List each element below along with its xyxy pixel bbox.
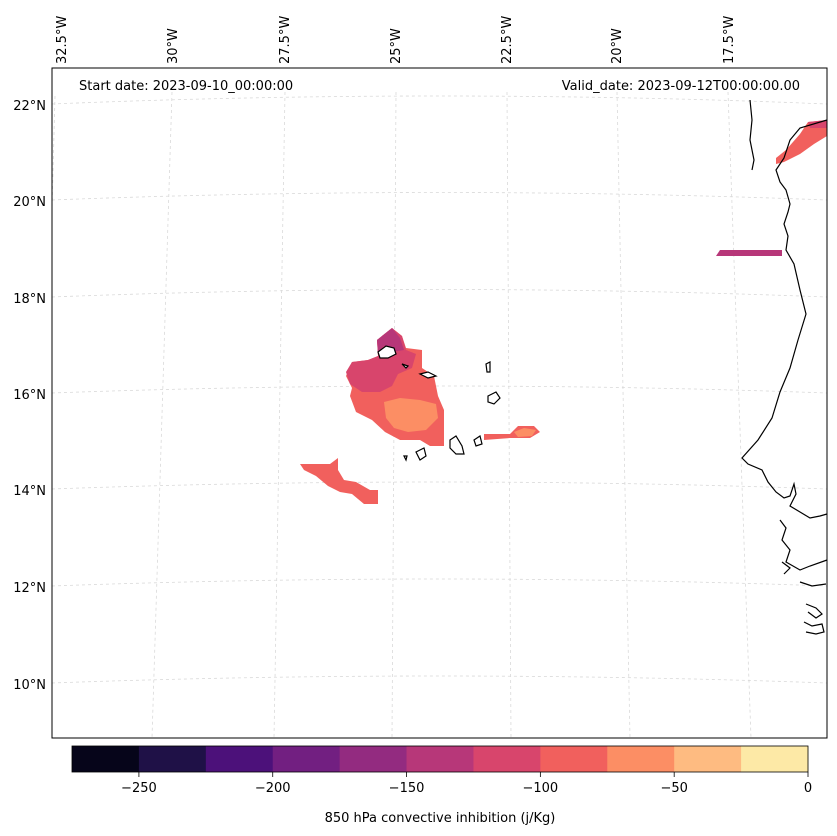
valid-date-label: Valid_date: 2023-09-12T00:00:00.00 bbox=[562, 79, 800, 94]
colorbar-swatch bbox=[540, 746, 608, 772]
colorbar-swatch bbox=[674, 746, 742, 772]
colorbar-tick-label: −150 bbox=[389, 781, 425, 796]
parallel-12n bbox=[51, 578, 828, 587]
colorbar-swatch bbox=[138, 746, 207, 772]
colorbar-tick-label: −200 bbox=[255, 781, 291, 796]
colorbar-label: 850 hPa convective inhibition (j/Kg) bbox=[325, 811, 556, 826]
cin-region-northeast bbox=[776, 120, 827, 164]
cin-strip-mauritania bbox=[716, 250, 782, 256]
parallel-14n bbox=[51, 481, 828, 490]
colorbar-swatch bbox=[72, 746, 140, 772]
graticule bbox=[51, 91, 828, 739]
colorbar: −250 −200 −150 −100 −50 0 850 hPa convective … bbox=[71, 745, 812, 826]
lon-label-25w: 25°W bbox=[389, 28, 404, 64]
island-maio bbox=[473, 435, 483, 447]
colorbar-ticks: −250 −200 −150 −100 −50 0 bbox=[121, 772, 812, 796]
island-fogo bbox=[415, 447, 427, 461]
meridian-32-5w bbox=[51, 95, 56, 211]
africa-coastline bbox=[741, 119, 828, 519]
lon-label-20w: 20°W bbox=[610, 28, 625, 64]
lat-label-16n: 16°N bbox=[13, 388, 46, 403]
lon-label-22-5w: 22.5°W bbox=[500, 16, 515, 64]
island-sao-nicolau bbox=[418, 371, 438, 379]
island-sao-vicente bbox=[401, 363, 410, 369]
colorbar-swatch bbox=[205, 746, 274, 772]
colorbar-swatch bbox=[339, 746, 408, 772]
lat-label-14n: 14°N bbox=[13, 484, 46, 499]
colorbar-tick-label: −250 bbox=[121, 781, 157, 796]
lon-label-30w: 30°W bbox=[166, 28, 181, 64]
parallel-16n bbox=[51, 385, 828, 394]
parallel-20n bbox=[51, 192, 828, 201]
parallel-10n bbox=[51, 675, 828, 684]
start-date-label: Start date: 2023-09-10_00:00:00 bbox=[79, 79, 293, 94]
colorbar-swatches bbox=[72, 746, 809, 772]
colorbar-swatch bbox=[272, 746, 341, 772]
colorbar-swatch bbox=[741, 746, 809, 772]
longitude-labels: 32.5°W 30°W 27.5°W 25°W 22.5°W 20°W 17.5… bbox=[55, 16, 737, 64]
coastline-north bbox=[749, 99, 755, 171]
cape-verde-islands bbox=[377, 345, 501, 462]
colorbar-swatch bbox=[607, 746, 675, 772]
lat-label-10n: 10°N bbox=[13, 678, 46, 693]
lon-label-17-5w: 17.5°W bbox=[722, 16, 737, 64]
island-santiago bbox=[449, 435, 465, 455]
parallel-18n bbox=[51, 289, 828, 298]
island-santo-antao bbox=[377, 345, 397, 359]
cin-strip-southwest bbox=[300, 458, 378, 504]
map-frame bbox=[51, 67, 828, 739]
colorbar-swatch bbox=[406, 746, 474, 772]
lat-label-20n: 20°N bbox=[13, 195, 46, 210]
lat-label-12n: 12°N bbox=[13, 581, 46, 596]
colorbar-outline bbox=[71, 745, 809, 773]
colorbar-tick-label: 0 bbox=[804, 781, 812, 796]
parallel-22n bbox=[51, 95, 828, 105]
cin-contours bbox=[300, 120, 827, 504]
lat-label-18n: 18°N bbox=[13, 292, 46, 307]
lat-label-22n: 22°N bbox=[13, 99, 46, 114]
lon-label-32-5w: 32.5°W bbox=[55, 16, 70, 64]
island-brava bbox=[403, 455, 408, 462]
colorbar-swatch bbox=[473, 746, 541, 772]
map-panel bbox=[51, 67, 828, 739]
latitude-labels: 22°N 20°N 18°N 16°N 14°N 12°N 10°N bbox=[13, 99, 46, 693]
cin-region-minus-150 bbox=[377, 328, 404, 352]
colorbar-tick-label: −50 bbox=[660, 781, 687, 796]
colorbar-tick-label: −100 bbox=[523, 781, 559, 796]
island-sal bbox=[485, 361, 491, 373]
lon-label-27-5w: 27.5°W bbox=[278, 16, 293, 64]
cin-region-minus-75 bbox=[384, 398, 438, 432]
guinea-coastline bbox=[779, 519, 828, 635]
island-boa-vista bbox=[487, 391, 501, 405]
cin-strip-southeast-core bbox=[514, 428, 536, 437]
